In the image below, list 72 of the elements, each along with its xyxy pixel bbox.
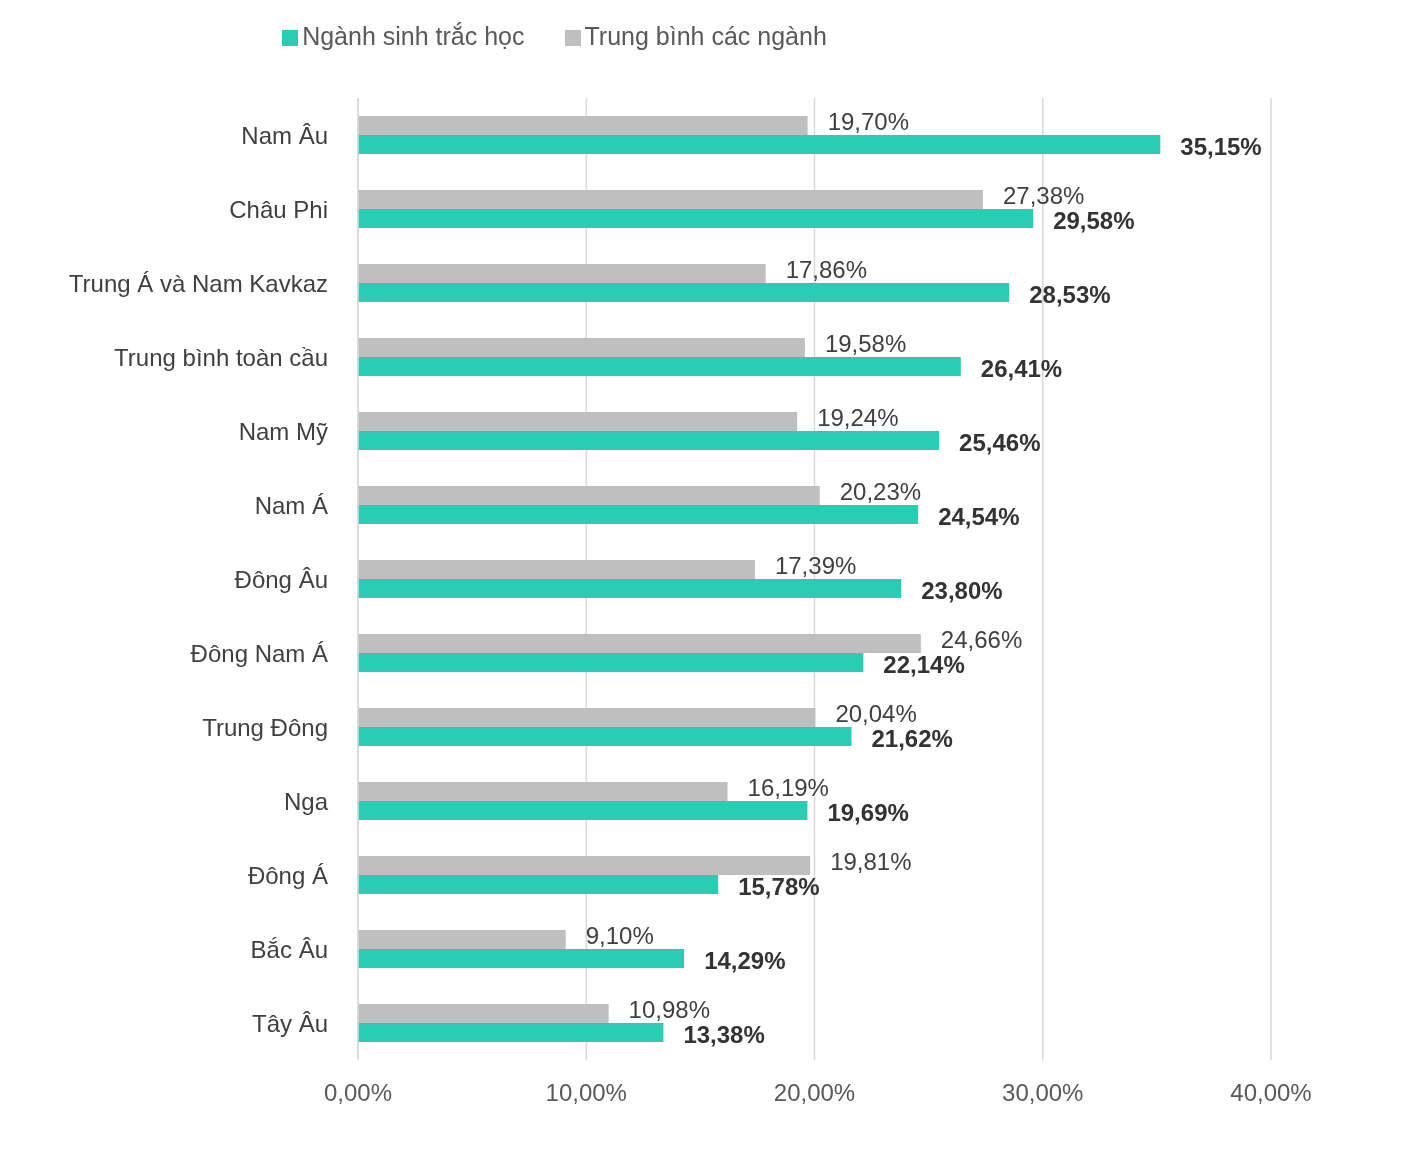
data-label: 26,41% xyxy=(980,354,1063,382)
data-label: 25,46% xyxy=(959,428,1041,456)
data-label: 10,98% xyxy=(628,995,711,1023)
bar xyxy=(358,338,805,357)
data-label: 24,66% xyxy=(940,625,1023,653)
bar xyxy=(358,930,566,949)
bar xyxy=(358,264,766,283)
bar xyxy=(358,412,798,431)
data-label: 9,10% xyxy=(585,921,654,949)
data-label: 29,58% xyxy=(1053,206,1135,234)
data-label: 27,38% xyxy=(1002,181,1085,209)
bar xyxy=(358,190,983,209)
data-label: 28,53% xyxy=(1029,280,1111,308)
data-label: 17,39% xyxy=(774,551,857,579)
y-tick-label: Đông Á xyxy=(247,861,328,889)
y-tick-label: Nam Âu xyxy=(241,121,328,149)
bar xyxy=(358,653,864,672)
x-tick-label: 20,00% xyxy=(773,1079,856,1107)
bar xyxy=(358,1004,609,1023)
data-label: 17,86% xyxy=(785,255,868,283)
bar xyxy=(358,209,1034,228)
data-label: 20,04% xyxy=(835,699,917,727)
data-label: 19,81% xyxy=(830,847,912,875)
bar xyxy=(358,560,755,579)
bar xyxy=(358,505,919,524)
bar xyxy=(358,135,1161,154)
bar xyxy=(358,727,852,746)
data-label: 20,23% xyxy=(839,477,922,505)
bar xyxy=(358,949,685,968)
bar xyxy=(358,431,940,450)
x-tick-label: 40,00% xyxy=(1230,1079,1312,1107)
y-tick-label: Tây Âu xyxy=(251,1009,328,1037)
data-label: 22,14% xyxy=(883,650,965,678)
y-tick-label: Châu Phi xyxy=(229,195,328,223)
data-label: 19,58% xyxy=(824,329,907,357)
y-tick-label: Đông Nam Á xyxy=(190,639,328,667)
bar xyxy=(358,116,808,135)
bar xyxy=(358,782,728,801)
bar xyxy=(358,357,961,376)
y-tick-label: Nam Mỹ xyxy=(238,417,328,445)
y-tick-label: Trung bình toàn cầu xyxy=(114,343,328,371)
y-tick-label: Trung Đông xyxy=(202,713,328,741)
y-tick-label: Nam Á xyxy=(254,491,328,519)
data-label: 21,62% xyxy=(871,724,953,752)
legend-label: Trung bình các ngành xyxy=(584,22,827,50)
bar xyxy=(358,708,816,727)
bar xyxy=(358,875,719,894)
data-label: 19,69% xyxy=(827,798,909,826)
y-tick-label: Đông Âu xyxy=(234,565,328,593)
data-label: 13,38% xyxy=(683,1020,765,1048)
data-label: 14,29% xyxy=(704,946,786,974)
data-label: 19,24% xyxy=(817,403,899,431)
bar xyxy=(358,486,820,505)
data-label: 15,78% xyxy=(738,872,820,900)
bar xyxy=(358,1023,664,1042)
data-label: 23,80% xyxy=(921,576,1003,604)
y-tick-label: Nga xyxy=(283,787,329,815)
data-label: 19,70% xyxy=(827,107,910,135)
bar xyxy=(358,856,811,875)
bar xyxy=(358,283,1010,302)
bar xyxy=(358,801,808,820)
data-label: 16,19% xyxy=(747,773,829,801)
bar xyxy=(358,579,902,598)
x-tick-label: 0,00% xyxy=(323,1079,393,1107)
data-label: 35,15% xyxy=(1180,132,1262,160)
legend-label: Ngành sinh trắc học xyxy=(302,22,525,50)
y-tick-label: Trung Á và Nam Kavkaz xyxy=(68,269,328,297)
x-tick-label: 10,00% xyxy=(545,1079,627,1107)
x-tick-label: 30,00% xyxy=(1002,1079,1084,1107)
y-tick-label: Bắc Âu xyxy=(250,935,328,963)
data-label: 24,54% xyxy=(938,502,1020,530)
bar xyxy=(358,634,921,653)
